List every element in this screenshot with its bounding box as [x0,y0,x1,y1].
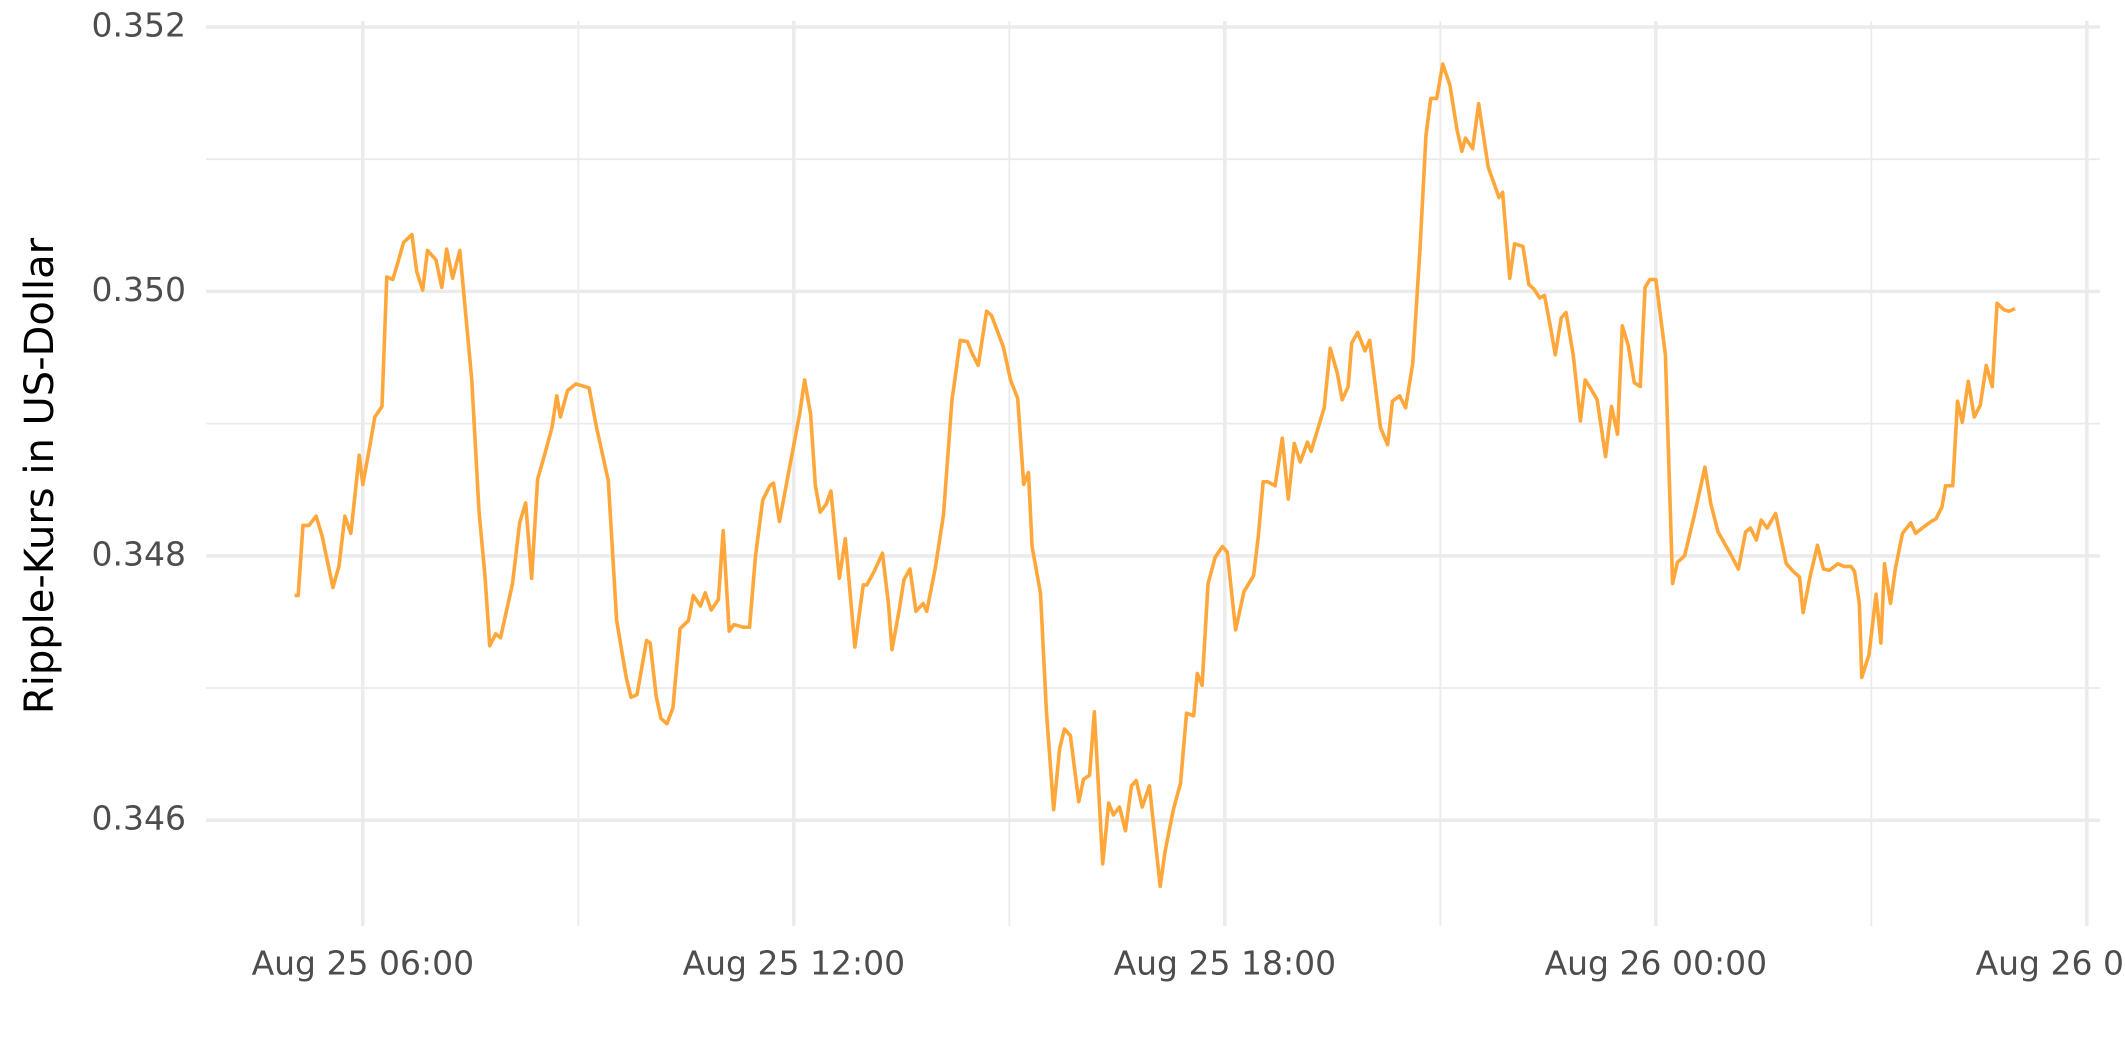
x-tick-label: Aug 25 12:00 [683,944,906,983]
x-tick-label: Aug 25 06:00 [252,944,475,983]
y-tick-label: 0.346 [92,799,186,838]
y-tick-label: 0.348 [92,534,186,573]
x-tick-label: Aug 26 00:00 [1545,944,1768,983]
price-line [294,62,2016,889]
y-tick-label: 0.350 [92,270,186,309]
x-tick-label: Aug 26 06:00 [1976,944,2125,983]
x-tick-label: Aug 25 18:00 [1114,944,1337,983]
grid [206,21,2100,926]
y-axis-title: Ripple-Kurs in US-Dollar [17,237,63,714]
y-tick-label: 0.352 [92,6,186,45]
